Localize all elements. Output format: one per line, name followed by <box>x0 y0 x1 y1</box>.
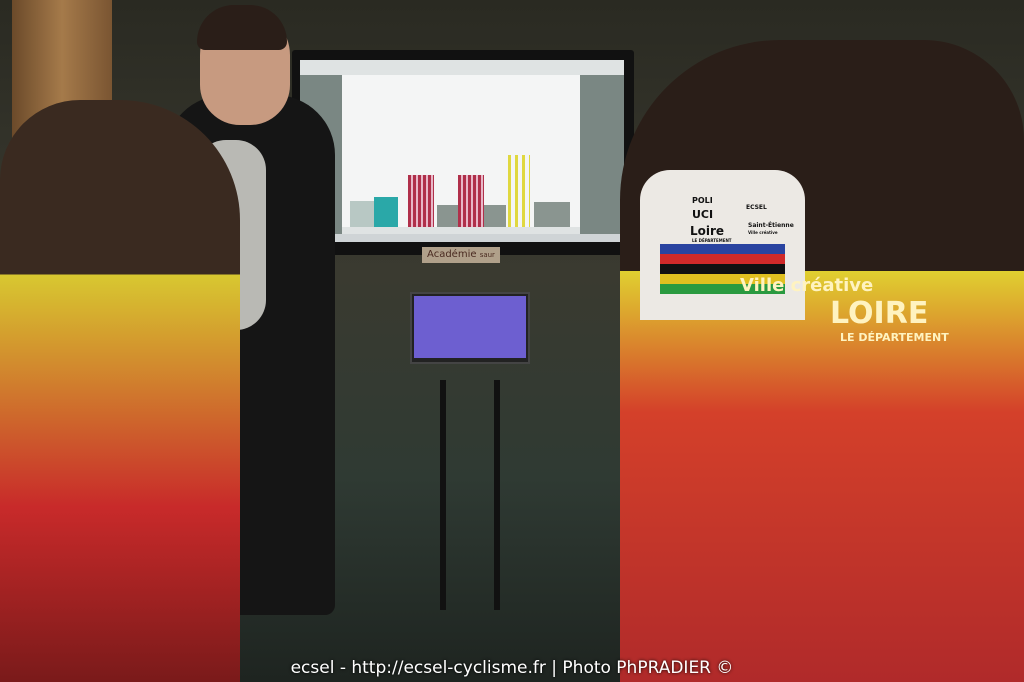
rider-left <box>0 100 240 682</box>
rider-jersey-line1: Ville créative <box>740 275 874 296</box>
rider-jersey-line2: LOIRE <box>830 296 929 331</box>
rainbow-jersey: POLI UCI Loire LE DÉPARTEMENT ECSEL Sain… <box>640 170 805 320</box>
jersey-club: ECSEL <box>746 204 767 211</box>
jersey-sponsor-sub: LE DÉPARTEMENT <box>692 238 732 243</box>
chart-block <box>534 202 570 227</box>
jersey-uci: UCI <box>692 208 714 221</box>
stripe-green <box>660 284 785 294</box>
chart-interval-red <box>458 175 484 227</box>
chart-block <box>350 201 374 227</box>
chart-interval-red <box>408 175 434 227</box>
chart-block <box>374 197 398 227</box>
sign-brand: saur <box>479 251 495 259</box>
jersey-brand: POLI <box>692 196 713 205</box>
chart-interval-yellow <box>508 155 530 227</box>
jersey-sponsor: Loire <box>690 224 725 238</box>
app-sidebar-right <box>580 75 624 235</box>
laptop-screen <box>414 296 526 358</box>
rider-right <box>620 40 1024 682</box>
stripe-red <box>660 254 785 264</box>
presenter-hair <box>197 5 287 50</box>
rider-jersey-line3: LE DÉPARTEMENT <box>840 331 949 344</box>
rider-jersey-text: Ville créative LOIRE LE DÉPARTEMENT <box>740 275 1024 344</box>
jersey-city-sub: Ville créative <box>748 230 778 235</box>
laptop-stand <box>440 380 500 610</box>
photo-watermark: ecsel - http://ecsel-cyclisme.fr | Photo… <box>290 658 734 678</box>
taskbar <box>300 234 624 242</box>
sign-text: Académie <box>427 249 477 260</box>
stripe-black <box>660 264 785 274</box>
stripe-blue <box>660 244 785 254</box>
chart-block <box>484 205 506 227</box>
stripe-yellow <box>660 274 785 284</box>
workout-chart <box>342 75 580 227</box>
academie-sign: Académie saur <box>422 247 500 263</box>
jersey-city: Saint-Étienne <box>748 222 794 229</box>
